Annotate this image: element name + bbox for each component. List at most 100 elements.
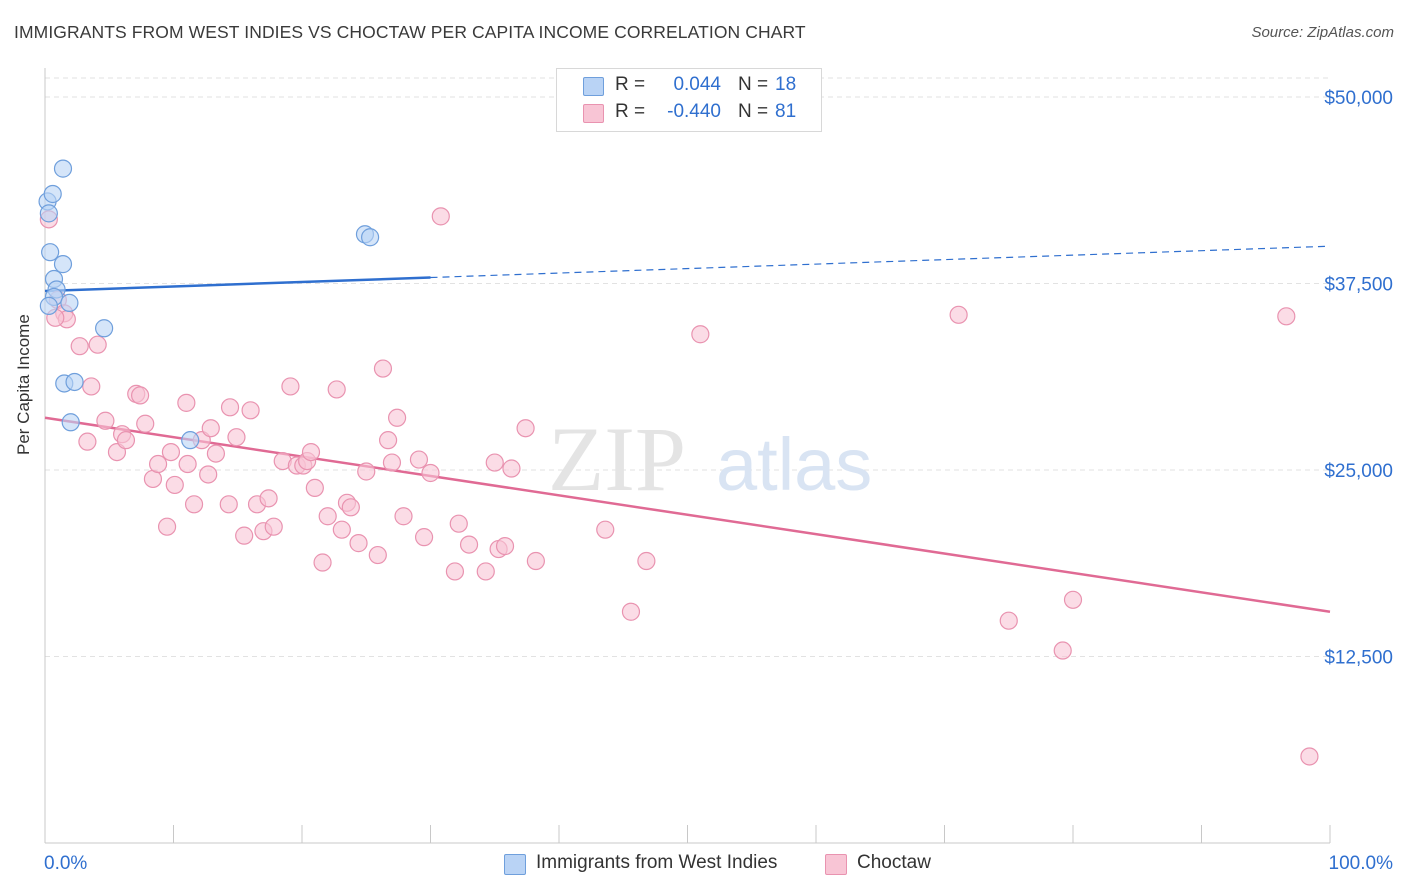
point-choctaw [378,431,398,450]
point-choctaw [949,305,968,324]
legend-row-choctaw: R = -0.440 N = 81 [557,100,821,126]
point-west-indies [41,243,60,262]
trend-lines [44,245,1331,613]
point-choctaw [387,408,407,427]
point-choctaw [157,517,177,536]
point-west-indies [60,293,79,312]
y-tick-label: $25,000 [1324,461,1393,482]
point-choctaw [201,419,220,438]
point-choctaw [241,401,260,420]
point-choctaw [495,536,515,556]
point-choctaw [449,514,468,533]
point-choctaw [178,454,197,474]
trend-line-west-indies-extension [430,245,1331,279]
watermark-atlas: atlas [716,423,872,506]
y-tick-label: $12,500 [1324,648,1393,669]
stats-legend: R = 0.044 N = 18 R = -0.440 N = 81 [556,68,822,132]
point-choctaw [999,611,1018,630]
point-choctaw [161,442,181,462]
y-axis-label: Per Capita Income [14,314,33,455]
watermark: ZIP atlas [548,408,872,510]
point-choctaw [332,520,351,539]
point-choctaw [313,553,332,572]
legend-swatch-pink [583,104,604,123]
y-tick-label: $37,500 [1324,275,1393,296]
point-choctaw [1053,641,1072,660]
series-swatch-pink [825,854,847,875]
point-west-indies [361,228,380,247]
point-west-indies [61,413,80,432]
x-tick-label-min: 0.0% [44,853,87,874]
axes [44,68,1331,844]
series-swatch-blue [504,854,526,875]
point-choctaw [373,359,393,378]
point-choctaw [199,465,218,484]
chart-title: IMMIGRANTS FROM WEST INDIES VS CHOCTAW P… [14,22,806,42]
legend-r-label: R = [615,101,646,122]
legend-r-value: 0.044 [673,74,721,95]
point-choctaw [637,551,656,571]
point-choctaw [394,507,413,526]
point-choctaw [382,453,402,472]
point-choctaw [78,432,97,451]
point-choctaw [116,431,136,450]
point-choctaw [596,520,615,539]
y-tick-label: $50,000 [1324,88,1393,109]
point-choctaw [421,463,440,483]
point-choctaw [431,207,450,226]
legend-row-west-indies: R = 0.044 N = 18 [557,73,821,99]
point-choctaw [88,335,107,354]
point-choctaw [409,450,429,469]
point-choctaw [130,386,150,405]
point-choctaw [220,398,240,417]
data-points [38,159,1319,766]
point-choctaw [1063,590,1083,609]
legend-n-value: 81 [775,101,797,122]
point-choctaw [414,528,434,547]
source-label: Source: ZipAtlas.com [1251,24,1394,41]
point-choctaw [459,535,479,554]
point-choctaw [305,478,324,498]
series-label-choctaw: Choctaw [857,852,931,873]
point-choctaw [485,453,504,472]
trend-line-choctaw [44,416,1331,613]
point-choctaw [177,393,196,412]
point-choctaw [70,337,89,356]
legend-swatch-blue [583,77,604,96]
point-west-indies [53,255,73,274]
watermark-zip: ZIP [548,408,686,510]
point-choctaw [184,495,204,514]
point-choctaw [136,414,155,433]
legend-n-label: N = [738,74,769,95]
point-west-indies [39,204,58,223]
point-choctaw [318,507,337,526]
point-choctaw [206,444,226,463]
point-west-indies [65,372,84,392]
point-choctaw [445,562,465,581]
legend-r-label: R = [615,74,646,95]
point-choctaw [357,462,376,481]
point-west-indies [39,296,58,315]
point-choctaw [621,602,641,621]
point-choctaw [219,495,238,514]
point-west-indies [95,319,114,338]
point-choctaw [502,459,521,478]
tick-labels: $12,500 $25,000 $37,500 $50,000 0.0% 100.0% [44,88,1393,874]
point-choctaw [476,562,495,581]
point-choctaw [1300,747,1319,766]
point-choctaw [227,428,246,447]
point-choctaw [341,498,360,517]
point-choctaw [327,380,346,399]
point-choctaw [259,489,278,508]
point-choctaw [1277,307,1296,326]
point-choctaw [368,545,387,565]
trend-line-west-indies [44,276,431,293]
point-choctaw [264,517,283,536]
legend-n-value: 18 [775,74,797,95]
point-choctaw [165,475,184,495]
point-choctaw [148,454,168,474]
series-label-west-indies: Immigrants from West Indies [536,852,778,873]
point-choctaw [301,442,321,462]
point-choctaw [82,377,101,396]
